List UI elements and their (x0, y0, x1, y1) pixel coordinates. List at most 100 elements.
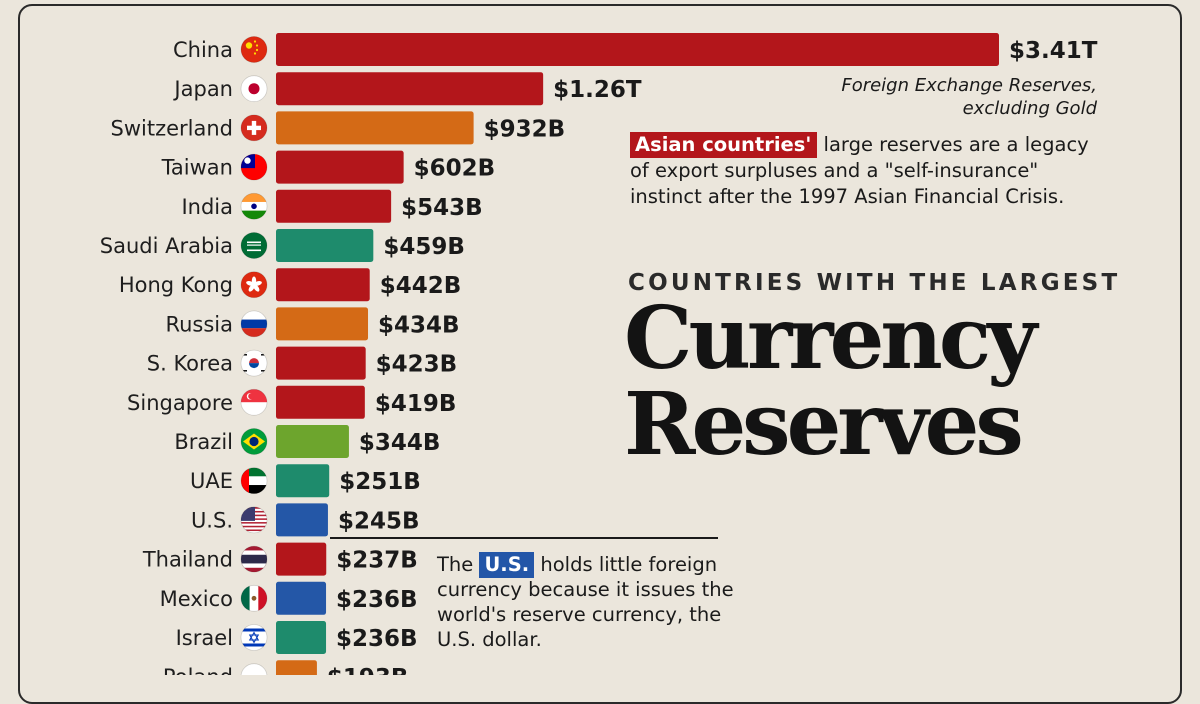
asia-annotation: Asian countries' large reserves are a le… (630, 132, 1110, 210)
russia-flag-icon (241, 310, 267, 337)
bar (276, 111, 474, 145)
value-label: $543B (401, 195, 483, 221)
category-label: Brazil (174, 430, 233, 454)
value-label: $237B (336, 548, 418, 574)
value-label: $236B (336, 626, 418, 652)
value-label: $245B (338, 508, 420, 534)
bar (276, 660, 317, 675)
india-flag-icon (241, 193, 267, 220)
category-label: U.S. (191, 508, 233, 532)
bar-row: Mexico $236B (160, 581, 418, 615)
south-korea-flag-icon (241, 350, 267, 377)
value-label: $193B (327, 665, 409, 675)
category-label: Taiwan (161, 156, 233, 180)
bar-row: Hong Kong $442B (119, 268, 461, 302)
value-label: $419B (375, 391, 457, 417)
bar (276, 503, 328, 537)
legend-note-line2: excluding Gold (962, 98, 1097, 119)
bar (276, 150, 404, 184)
bar-row: Taiwan $602B (161, 150, 495, 184)
category-label: China (173, 38, 233, 62)
bar-row: Singapore $419B (127, 385, 457, 419)
chart-subtitle: COUNTRIES WITH THE LARGEST (628, 270, 1121, 296)
value-label: $236B (336, 587, 418, 613)
us-annotation: The U.S. holds little foreign currency b… (437, 552, 737, 652)
switzerland-flag-icon (241, 114, 267, 141)
bar (276, 72, 544, 106)
thailand-flag-icon (241, 546, 267, 573)
bar-row: Switzerland $932B (111, 111, 566, 145)
bar-row: China $3.41T (173, 33, 1098, 66)
category-label: India (181, 195, 233, 219)
flag-outline (240, 153, 268, 181)
value-label: $434B (378, 312, 460, 338)
value-label: $459B (383, 234, 465, 260)
china-flag-icon (241, 36, 267, 63)
mexico-flag-icon (241, 585, 267, 612)
saudi-arabia-flag-icon (241, 232, 267, 259)
flag-outline (240, 271, 268, 299)
bar (276, 425, 349, 458)
flag-outline (240, 545, 268, 573)
us-note-prefix: The (437, 553, 480, 576)
bar-row: Russia $434B (165, 307, 460, 341)
israel-flag-icon (241, 624, 267, 651)
us-annotation-divider (330, 537, 718, 539)
bar-row: Poland $193B (163, 660, 409, 675)
value-label: $932B (484, 116, 566, 142)
us-highlight: U.S. (479, 552, 535, 578)
poland-flag-icon (241, 663, 267, 675)
flag-outline (240, 428, 268, 455)
category-label: Mexico (160, 587, 233, 611)
bar-row: S. Korea $423B (147, 346, 457, 380)
flag-outline (240, 192, 268, 220)
category-label: Thailand (142, 548, 233, 572)
category-label: Russia (165, 312, 233, 336)
bar-row: India $543B (181, 189, 483, 223)
bar-chart: China $3.41T Japan $1.26T Switzerland $932B Ta… (100, 33, 1098, 675)
category-label: Japan (172, 77, 233, 101)
flag-outline (240, 584, 268, 612)
bar-row: UAE $251B (190, 464, 421, 498)
chart-title-line2: Reserves (624, 374, 1024, 475)
bar (276, 189, 392, 223)
singapore-flag-icon (241, 389, 267, 416)
flag-outline (240, 388, 268, 416)
value-label: $251B (339, 469, 421, 495)
bar (276, 33, 999, 66)
flag-outline (240, 232, 268, 259)
asia-highlight: Asian countries' (630, 132, 818, 158)
us-flag-icon (241, 506, 267, 533)
us-note-text: holds little foreign currency because it… (437, 553, 734, 651)
bar (276, 346, 366, 380)
value-label: $344B (359, 430, 441, 456)
bar (276, 621, 327, 654)
flag-outline (240, 506, 268, 534)
category-label: Poland (163, 665, 233, 675)
category-label: Singapore (127, 391, 233, 415)
value-label: $1.26T (553, 77, 642, 103)
bar-row: U.S. $245B (191, 503, 420, 537)
flag-outline (240, 624, 268, 651)
category-label: Saudi Arabia (100, 234, 233, 258)
bar (276, 464, 330, 498)
bar (276, 307, 369, 341)
chart-title: Currency Reserves (624, 296, 1144, 468)
bar-row: Japan $1.26T (172, 72, 642, 106)
legend-note-line1: Foreign Exchange Reserves, (841, 75, 1097, 96)
bar-row: Israel $236B (176, 621, 418, 654)
hong-kong-flag-icon (241, 271, 267, 298)
category-label: UAE (190, 469, 233, 493)
brazil-flag-icon (241, 428, 267, 455)
flag-outline (240, 36, 268, 63)
bar-row: Saudi Arabia $459B (100, 229, 465, 262)
bar (276, 542, 327, 576)
value-label: $3.41T (1009, 38, 1098, 64)
bar-row: Thailand $237B (142, 542, 418, 576)
flag-outline (240, 114, 268, 142)
bar (276, 581, 327, 615)
uae-flag-icon (241, 467, 267, 494)
category-label: S. Korea (147, 352, 233, 376)
chart-legend-note: Foreign Exchange Reserves, excluding Gol… (841, 74, 1097, 120)
flag-outline (240, 310, 268, 338)
